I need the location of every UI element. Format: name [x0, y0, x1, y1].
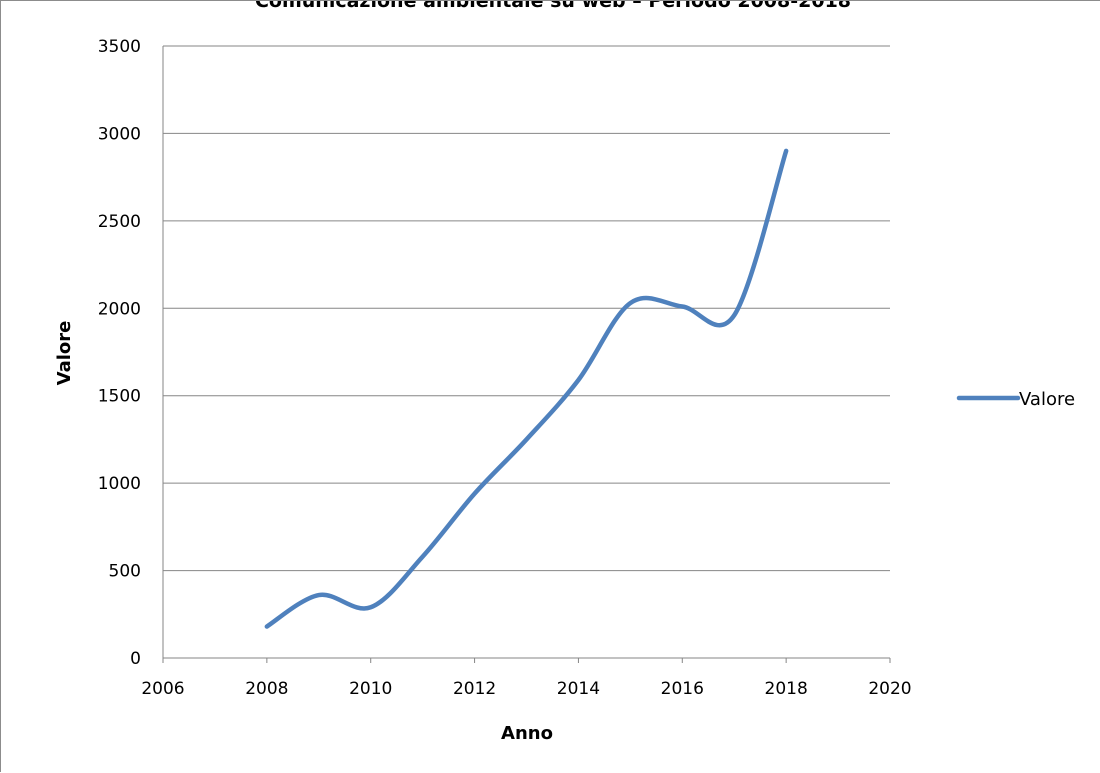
y-tick-label: 1000: [98, 474, 141, 494]
x-axis-title: Anno: [501, 723, 553, 744]
y-tick-labels: 0 500 1000 1500 2000 2500 3000 3500: [98, 37, 141, 669]
series-line-valore: [267, 151, 786, 627]
y-axis-title: Valore: [54, 321, 75, 386]
gridlines: [163, 46, 890, 571]
y-tick-label: 2500: [98, 212, 141, 232]
legend: Valore: [959, 389, 1075, 410]
y-tick-label: 3000: [98, 124, 141, 144]
x-tick-labels: 2006 2008 2010 2012 2014 2016 2018 2020: [141, 679, 911, 699]
legend-label-valore: Valore: [1019, 389, 1075, 410]
x-tick-label: 2018: [765, 679, 808, 699]
x-tick-label: 2014: [557, 679, 600, 699]
x-tick-label: 2006: [141, 679, 184, 699]
chart-title: Comunicazione ambientale su web – Period…: [255, 1, 851, 12]
x-tick-label: 2010: [349, 679, 392, 699]
x-tick-label: 2012: [453, 679, 496, 699]
y-tick-label: 0: [130, 649, 141, 669]
y-tick-label: 500: [109, 562, 141, 582]
series-lines: [267, 151, 786, 627]
x-tick-label: 2016: [661, 679, 704, 699]
y-tick-label: 2000: [98, 299, 141, 319]
x-tick-label: 2008: [245, 679, 288, 699]
x-tick-label: 2020: [868, 679, 911, 699]
y-tick-label: 1500: [98, 387, 141, 407]
y-tick-label: 3500: [98, 37, 141, 57]
